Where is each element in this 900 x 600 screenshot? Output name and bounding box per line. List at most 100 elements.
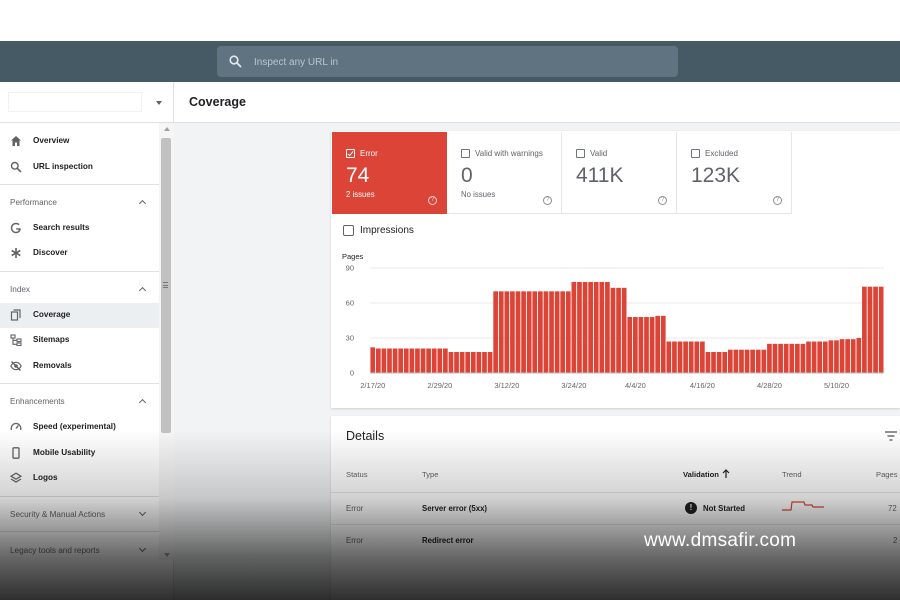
help-icon[interactable]: ?: [428, 196, 437, 205]
checkbox-icon[interactable]: [576, 149, 585, 158]
sidebar-item-coverage[interactable]: Coverage: [0, 303, 159, 328]
sidebar-item-mobile-usability[interactable]: Mobile Usability: [0, 441, 159, 466]
chart-bar: [850, 339, 856, 373]
chart-bar: [392, 348, 398, 373]
x-tick-label: 2/29/20: [427, 381, 452, 390]
menu-icon[interactable]: [9, 14, 23, 26]
chart-bar: [381, 348, 387, 373]
section-title: Performance: [10, 198, 57, 207]
chart-bar: [571, 282, 577, 373]
chart-bar: [621, 287, 627, 373]
chart-bar: [700, 341, 705, 373]
url-inspect-input[interactable]: [254, 52, 664, 72]
chart-bar: [666, 341, 672, 373]
column-header-pages[interactable]: Pages: [876, 470, 898, 479]
drag-handle-icon[interactable]: [163, 282, 168, 288]
chart-bar: [772, 343, 778, 373]
property-selector[interactable]: [8, 92, 142, 112]
chart-bar: [862, 286, 867, 373]
chart-bar: [828, 340, 834, 373]
sidebar-item-speed[interactable]: Speed (experimental): [0, 415, 159, 440]
chart-bar: [867, 286, 873, 373]
coverage-bar-chart: Pages 0 30 60 90 2/17/20 2/29/20 3/12/20 3/24/20…: [342, 252, 884, 390]
sidebar-divider: [0, 531, 159, 532]
sidebar-section-enhancements[interactable]: Enhancements: [0, 390, 159, 414]
impressions-checkbox[interactable]: [343, 225, 354, 236]
stat-valid-with-warnings[interactable]: Valid with warnings 0 No issues ?: [447, 132, 562, 214]
chart-bar: [431, 348, 437, 373]
chart-bar: [610, 287, 616, 373]
sidebar-item-discover[interactable]: Discover: [0, 241, 159, 266]
column-header-type[interactable]: Type: [422, 470, 439, 479]
scroll-up-arrow-icon[interactable]: [164, 127, 170, 131]
chevron-up-icon: [138, 398, 147, 407]
checkbox-checked-icon[interactable]: [346, 149, 355, 158]
chart-bar: [744, 349, 750, 373]
chart-bar: [588, 282, 593, 373]
stat-error[interactable]: Error 74 2 issues ?: [332, 132, 447, 214]
sidebar-section-index[interactable]: Index: [0, 278, 159, 302]
chart-bar: [677, 341, 683, 373]
sidebar-section-performance[interactable]: Performance: [0, 191, 159, 215]
sidebar-item-label: Overview: [33, 136, 70, 145]
chart-bar: [716, 352, 722, 373]
sidebar-item-label: Speed (experimental): [33, 422, 116, 431]
chart-bar: [470, 352, 476, 373]
sidebar-item-removals[interactable]: Removals: [0, 354, 159, 379]
chart-bar: [504, 291, 510, 373]
sidebar-item-overview[interactable]: Overview: [0, 129, 159, 154]
chart-bar: [755, 349, 761, 373]
app-title: Google Search Console: [36, 11, 195, 28]
chart-bar: [750, 349, 755, 373]
chart-bar: [705, 352, 711, 373]
checkbox-icon[interactable]: [461, 149, 470, 158]
chart-bar: [510, 291, 515, 373]
sidebar-item-label: URL inspection: [33, 162, 93, 171]
stat-subtext: No issues: [461, 190, 496, 199]
speedometer-icon: [10, 422, 22, 431]
sidebar-divider: [0, 184, 159, 185]
stat-value: 0: [461, 164, 473, 187]
chart-bar: [554, 291, 560, 373]
y-tick-label: 0: [350, 369, 354, 378]
stat-valid[interactable]: Valid 411K ?: [562, 132, 677, 214]
sidebar-item-logos[interactable]: Logos: [0, 466, 159, 491]
checkbox-icon[interactable]: [691, 149, 700, 158]
chart-bar: [482, 352, 487, 373]
arrow-up-icon[interactable]: [722, 469, 730, 478]
chart-bar: [403, 348, 409, 373]
column-header-validation[interactable]: Validation: [683, 470, 719, 479]
cell-pages: 72: [888, 504, 897, 513]
layers-icon: [10, 472, 22, 483]
search-icon: [229, 55, 242, 68]
sidebar-item-label: Sitemaps: [33, 335, 70, 344]
sidebar-item-sitemaps[interactable]: Sitemaps: [0, 328, 159, 353]
chart-bar: [375, 348, 381, 373]
sitemap-icon: [10, 334, 22, 346]
help-icon[interactable]: ?: [543, 196, 552, 205]
chart-bar: [878, 286, 884, 373]
sidebar-item-search-results[interactable]: Search results: [0, 216, 159, 241]
y-tick-label: 90: [346, 264, 354, 273]
cell-type: Redirect error: [422, 536, 474, 545]
chart-bar: [476, 352, 482, 373]
chart-bar: [487, 352, 493, 373]
column-header-status[interactable]: Status: [346, 470, 368, 479]
stat-label: Valid: [590, 149, 608, 158]
chart-bar: [817, 341, 823, 373]
chart-bar: [409, 348, 415, 373]
stat-excluded[interactable]: Excluded 123K ?: [677, 132, 792, 214]
chart-bar: [795, 343, 800, 373]
scroll-down-arrow-icon[interactable]: [164, 553, 170, 557]
chart-bar: [398, 348, 404, 373]
sidebar-section-security[interactable]: Security & Manual Actions: [0, 503, 159, 527]
chart-bar: [599, 282, 605, 373]
chart-bar: [420, 348, 426, 373]
sidebar-item-url-inspection[interactable]: URL inspection: [0, 155, 159, 180]
help-icon[interactable]: ?: [658, 196, 667, 205]
chart-bar: [454, 352, 459, 373]
sidebar-section-legacy[interactable]: Legacy tools and reports: [0, 539, 159, 563]
chevron-down-icon[interactable]: [156, 101, 162, 105]
help-icon[interactable]: ?: [773, 196, 782, 205]
filter-icon[interactable]: [885, 431, 897, 441]
